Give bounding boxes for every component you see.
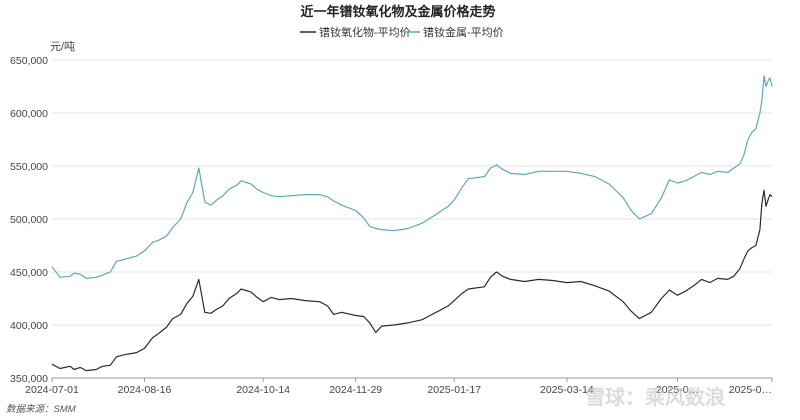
x-tick-label: 2025-03-14 — [540, 384, 594, 396]
series-line-oxide — [51, 189, 773, 372]
x-tick-label: 2025-0… — [729, 384, 772, 396]
x-tick-label: 2024-07-01 — [25, 384, 79, 396]
chart-title: 近一年镨钕氧化物及金属价格走势 — [300, 4, 495, 19]
y-axis-unit: 元/吨 — [50, 40, 75, 53]
x-axis-ticks: 2024-07-01 2024-08-16 2024-10-14 2024-11-29… — [25, 378, 773, 396]
series-line-metal — [51, 75, 773, 279]
legend-label-oxide: 镨钕氧化物-平均价 — [319, 25, 411, 39]
y-tick-label: 450,000 — [10, 267, 48, 279]
y-tick-label: 650,000 — [10, 55, 48, 67]
x-tick-label: 2025-0… — [656, 384, 699, 396]
y-tick-label: 550,000 — [10, 161, 48, 173]
x-tick-label: 2024-10-14 — [236, 384, 290, 396]
data-source: 数据来源：SMM — [6, 404, 76, 415]
y-tick-label: 500,000 — [10, 214, 48, 226]
y-tick-label: 350,000 — [10, 373, 48, 385]
legend: 镨钕氧化物-平均价 镨钕金属-平均价 — [300, 25, 504, 39]
grid-lines — [52, 59, 772, 326]
y-tick-label: 400,000 — [10, 320, 48, 332]
x-tick-label: 2024-11-29 — [329, 384, 382, 396]
y-axis-ticks: 350,000 400,000 450,000 500,000 550,000 600,0… — [10, 55, 48, 385]
watermark: 雪球：乘风数浪 — [585, 385, 725, 409]
y-tick-label: 600,000 — [10, 108, 48, 120]
x-tick-label: 2024-08-16 — [118, 384, 172, 396]
x-tick-label: 2025-01-17 — [427, 384, 481, 396]
series-lines — [51, 75, 773, 372]
legend-label-metal: 镨钕金属-平均价 — [423, 25, 504, 39]
